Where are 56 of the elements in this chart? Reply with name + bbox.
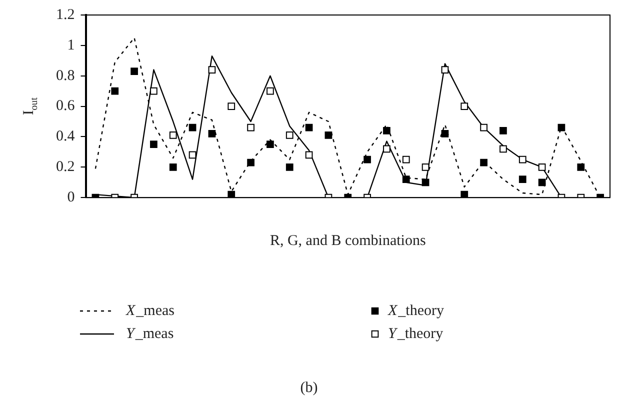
x-axis-title: R, G, and B combinations — [270, 232, 426, 249]
y-axis-title: Iout — [21, 97, 40, 116]
point — [286, 163, 294, 171]
point — [402, 156, 410, 164]
point — [538, 163, 546, 171]
point — [169, 132, 177, 139]
point — [150, 140, 158, 148]
point — [518, 156, 526, 164]
y-tick-label: 0.8 — [56, 68, 75, 84]
legend-label: Y_meas — [126, 326, 174, 342]
point — [460, 102, 468, 110]
point — [247, 124, 254, 132]
point — [208, 130, 216, 138]
point — [577, 163, 585, 171]
point — [558, 124, 566, 132]
point — [441, 130, 449, 138]
text: (b) — [300, 380, 318, 396]
point — [383, 126, 390, 134]
point — [460, 190, 468, 198]
y-tick-label: 0 — [67, 190, 75, 206]
point — [111, 87, 119, 95]
point — [422, 178, 430, 186]
legend-label: X_meas — [125, 302, 175, 319]
point — [305, 124, 313, 132]
legend-label: X_theory — [387, 302, 444, 319]
point — [169, 163, 177, 171]
point — [228, 190, 236, 198]
y-tick-label: 0.6 — [56, 98, 76, 114]
y-tick-label: 0.2 — [56, 159, 75, 176]
point — [228, 102, 236, 110]
point — [150, 87, 158, 95]
point — [422, 163, 430, 171]
point — [247, 158, 254, 166]
point — [402, 176, 410, 184]
point — [364, 156, 371, 164]
point — [305, 151, 313, 159]
point — [266, 87, 274, 95]
point — [188, 151, 196, 159]
point — [286, 132, 294, 139]
point — [266, 140, 274, 148]
y-tick-label: 0.4 — [56, 128, 76, 145]
legend-label: Y_theory — [388, 326, 444, 342]
point — [500, 145, 507, 153]
point — [500, 126, 507, 134]
point — [480, 158, 488, 166]
point — [538, 178, 546, 186]
point — [188, 124, 196, 132]
point — [383, 145, 390, 153]
y-tick-label: 1 — [67, 37, 75, 54]
point — [518, 176, 526, 184]
point — [324, 132, 332, 139]
point — [208, 66, 216, 74]
y-tick-label: 1.2 — [56, 6, 75, 23]
point — [441, 66, 449, 74]
point — [130, 68, 138, 75]
point — [480, 124, 488, 132]
